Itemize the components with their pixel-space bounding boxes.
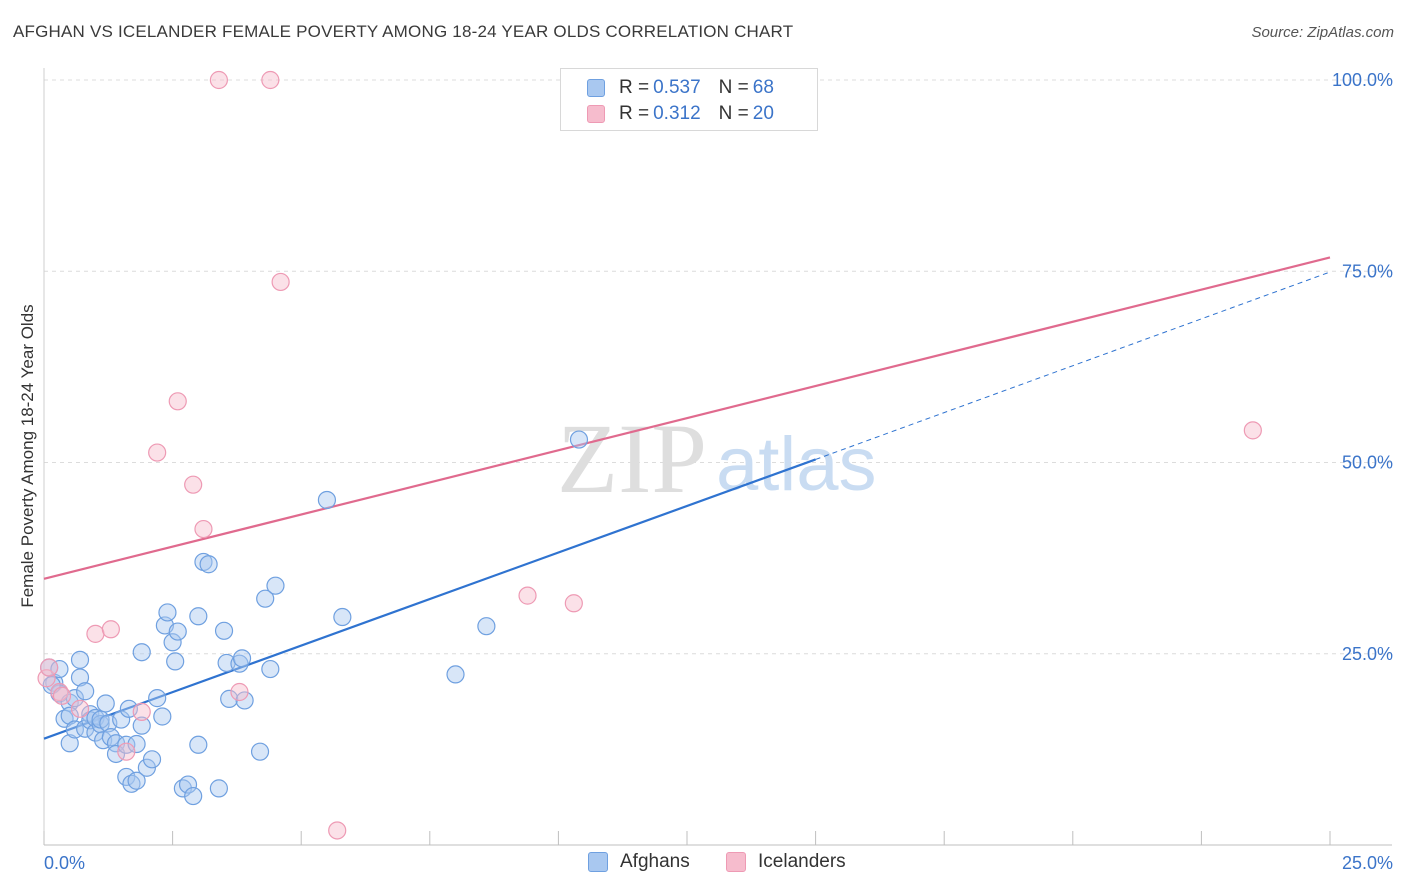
point-afghans [60, 734, 79, 753]
point-afghans [333, 607, 352, 627]
point-afghans [189, 735, 208, 754]
point-icelanders [230, 682, 249, 702]
legend-swatch-icelanders [587, 105, 605, 123]
stats-legend: R = 0.537 N = 68 R = 0.312 N = 20 [560, 68, 818, 131]
point-icelanders [70, 699, 90, 718]
point-afghans [261, 659, 280, 679]
point-icelanders [86, 624, 105, 643]
legend-n-value: 68 [752, 77, 774, 98]
point-afghans [132, 716, 151, 735]
point-afghans [184, 786, 203, 806]
point-icelanders [261, 70, 280, 90]
point-afghans [178, 775, 198, 794]
legend-r-label: R = [619, 77, 650, 98]
point-icelanders [101, 620, 120, 639]
tick-labels: 25.0% 50.0% 75.0% 100.0% 0.0% 25.0% [44, 70, 1393, 873]
axes [43, 68, 1392, 846]
point-afghans [256, 589, 275, 608]
point-afghans [148, 689, 167, 708]
chart-title: AFGHAN VS ICELANDER FEMALE POVERTY AMONG… [13, 22, 794, 41]
trend-lines [43, 256, 1331, 740]
point-icelanders [52, 686, 72, 705]
point-afghans [132, 643, 151, 662]
bottom-legend-label-afghans: Afghans [620, 851, 690, 872]
point-icelanders [564, 594, 583, 613]
legend-n-label: N = [718, 77, 749, 98]
source-credit: Source: ZipAtlas.com [1251, 24, 1394, 41]
point-afghans [117, 735, 136, 754]
point-icelanders [40, 658, 59, 677]
point-afghans [60, 706, 79, 725]
point-icelanders [271, 272, 290, 292]
point-afghans [163, 633, 182, 652]
point-afghans [232, 649, 252, 668]
bottom-legend-swatch-afghans [588, 852, 608, 872]
point-afghans [317, 490, 337, 510]
point-afghans [189, 607, 208, 626]
watermark-zip: ZIP [557, 403, 707, 514]
point-icelanders [1243, 421, 1262, 440]
bottom-legend-icelanders: Icelanders [726, 851, 846, 873]
legend-r-value: 0.537 [653, 77, 701, 98]
bottom-legend-label-icelanders: Icelanders [758, 851, 846, 872]
point-icelanders [168, 392, 187, 411]
trend-line-extension-afghans [815, 271, 1331, 460]
point-afghans [250, 742, 270, 761]
watermark: ZIP atlas [557, 403, 877, 514]
legend-n-label: N = [718, 103, 749, 124]
point-afghans [96, 694, 115, 713]
point-afghans [122, 774, 141, 793]
legend-row-afghans: R = 0.537 N = 68 [587, 76, 774, 100]
y-tick-label: 75.0% [1342, 261, 1393, 281]
trend-line-icelanders [43, 256, 1331, 580]
point-afghans [220, 689, 239, 708]
point-icelanders [328, 821, 347, 840]
point-afghans [142, 750, 162, 769]
grid-lines [44, 79, 1392, 655]
point-afghans [477, 617, 496, 636]
point-afghans [209, 779, 228, 798]
point-icelanders [117, 742, 136, 761]
trend-line-afghans [43, 458, 816, 740]
point-afghans [569, 430, 589, 449]
watermark-atlas: atlas [716, 422, 877, 507]
point-afghans [166, 652, 185, 671]
y-tick-label: 100.0% [1332, 70, 1393, 90]
point-afghans [266, 576, 285, 595]
point-afghans [158, 603, 177, 622]
point-afghans [70, 668, 90, 687]
point-icelanders [132, 702, 151, 721]
point-afghans [65, 720, 84, 739]
point-afghans [214, 621, 234, 640]
point-afghans [199, 555, 218, 574]
point-afghans [127, 734, 146, 754]
point-icelanders [148, 443, 167, 462]
x-tick-label: 0.0% [44, 853, 85, 873]
data-points [37, 70, 1262, 840]
point-afghans [153, 707, 172, 726]
point-afghans [70, 650, 90, 669]
legend-row-icelanders: R = 0.312 N = 20 [587, 102, 774, 126]
point-icelanders [37, 669, 56, 688]
point-icelanders [194, 519, 213, 539]
y-axis-label: Female Poverty Among 18-24 Year Olds [18, 304, 37, 608]
point-icelanders [518, 586, 537, 605]
x-tick-label: 25.0% [1342, 853, 1393, 873]
bottom-legend-swatch-icelanders [726, 852, 746, 872]
y-tick-label: 25.0% [1342, 644, 1393, 664]
point-icelanders [209, 70, 228, 90]
point-icelanders [184, 475, 203, 494]
point-afghans [76, 682, 95, 701]
point-afghans [446, 665, 465, 684]
point-afghans [168, 622, 187, 641]
legend-n-value: 20 [752, 103, 774, 124]
point-afghans [127, 771, 146, 790]
legend-r-value: 0.312 [653, 103, 701, 124]
legend-swatch-afghans [587, 79, 605, 97]
y-tick-label: 50.0% [1342, 453, 1393, 473]
bottom-legend-afghans: Afghans [588, 851, 690, 873]
legend-r-label: R = [619, 103, 650, 124]
